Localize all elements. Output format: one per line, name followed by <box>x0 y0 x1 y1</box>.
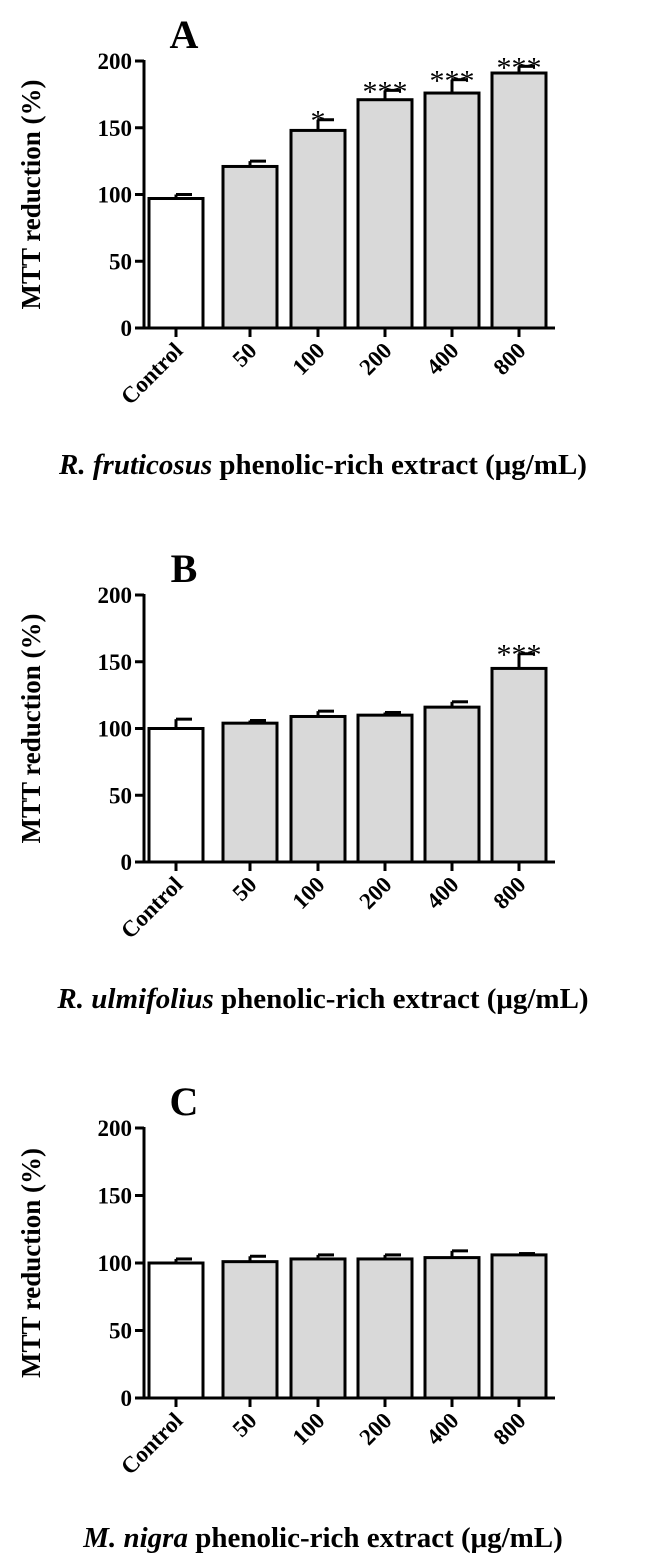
significance-mark: *** <box>497 639 542 672</box>
bar <box>221 164 279 330</box>
y-tick-label: 0 <box>121 1386 133 1411</box>
bar <box>221 721 279 864</box>
bar <box>147 727 205 864</box>
chart-panel-b: B MTT reduction (%) *** 0 50 100 150 200 Control… <box>16 546 589 1015</box>
y-axis-label: MTT reduction (%) <box>16 79 46 309</box>
x-tick-label: Control <box>116 872 188 944</box>
x-axis-label-species: M. nigra <box>82 1522 188 1554</box>
significance-mark: *** <box>363 75 408 108</box>
x-tick-label: Control <box>116 338 188 410</box>
x-axis-label-species: R. ulmifolius <box>56 983 213 1015</box>
panel-label: C <box>170 1079 199 1124</box>
panel-label: A <box>170 12 199 57</box>
y-tick-label: 150 <box>98 650 133 675</box>
x-tick-label: 100 <box>287 872 329 914</box>
bar <box>147 197 205 330</box>
x-tick-label: Control <box>116 1408 188 1480</box>
x-axis-label-text: phenolic-rich extract (μg/mL) <box>212 449 587 481</box>
y-tick-label: 0 <box>121 316 133 341</box>
x-axis-label-text: phenolic-rich extract (μg/mL) <box>188 1522 563 1554</box>
x-tick-label: 200 <box>354 872 396 914</box>
bar <box>289 714 347 864</box>
x-tick-label: 400 <box>421 338 463 380</box>
bar <box>356 713 414 864</box>
bar <box>490 1253 548 1400</box>
bar <box>423 705 481 864</box>
y-tick-label: 50 <box>109 783 132 808</box>
y-tick-label: 100 <box>98 1251 133 1276</box>
x-tick-label: 50 <box>228 872 262 906</box>
x-tick-label: 800 <box>488 872 530 914</box>
significance-mark: *** <box>430 65 475 98</box>
x-tick-label: 50 <box>228 1408 262 1442</box>
bar <box>289 1257 347 1400</box>
x-tick-label: 800 <box>488 1408 530 1450</box>
x-axis-label-species: R. fruticosus <box>58 449 212 481</box>
y-tick-label: 100 <box>98 717 133 742</box>
bar <box>490 71 548 330</box>
x-axis-label: R. ulmifolius phenolic-rich extract (μg/… <box>56 983 588 1015</box>
bar <box>423 1256 481 1400</box>
y-tick-label: 200 <box>98 583 133 608</box>
x-tick-label: 50 <box>228 338 262 372</box>
y-tick-label: 0 <box>121 850 133 875</box>
y-axis-label: MTT reduction (%) <box>16 613 46 843</box>
significance-mark: * <box>311 105 326 138</box>
x-tick-label: 400 <box>421 872 463 914</box>
bar <box>289 128 347 330</box>
x-tick-label: 200 <box>354 338 396 380</box>
y-tick-label: 200 <box>98 49 133 74</box>
significance-mark: *** <box>497 51 542 84</box>
bar <box>356 98 414 330</box>
bar <box>147 1261 205 1400</box>
bar <box>423 91 481 330</box>
y-axis-label: MTT reduction (%) <box>16 1148 46 1378</box>
y-tick-label: 200 <box>98 1116 133 1141</box>
y-tick-label: 50 <box>109 1319 132 1344</box>
chart-panel-c: C MTT reduction (%) 0 50 100 150 200 Control 50 1… <box>16 1079 563 1554</box>
x-tick-label: 100 <box>287 338 329 380</box>
x-tick-label: 200 <box>354 1408 396 1450</box>
bar <box>356 1257 414 1400</box>
x-axis-label: R. fruticosus phenolic-rich extract (μg/… <box>58 449 587 481</box>
y-tick-label: 150 <box>98 1184 133 1209</box>
x-axis-label: M. nigra phenolic-rich extract (μg/mL) <box>82 1522 563 1554</box>
panel-label: B <box>171 546 198 591</box>
x-tick-label: 100 <box>287 1408 329 1450</box>
y-tick-label: 50 <box>109 249 132 274</box>
y-tick-label: 150 <box>98 116 133 141</box>
x-axis-label-text: phenolic-rich extract (μg/mL) <box>214 983 589 1015</box>
x-tick-label: 800 <box>488 338 530 380</box>
y-tick-label: 100 <box>98 183 133 208</box>
bar <box>221 1260 279 1400</box>
bar <box>490 666 548 864</box>
x-tick-label: 400 <box>421 1408 463 1450</box>
